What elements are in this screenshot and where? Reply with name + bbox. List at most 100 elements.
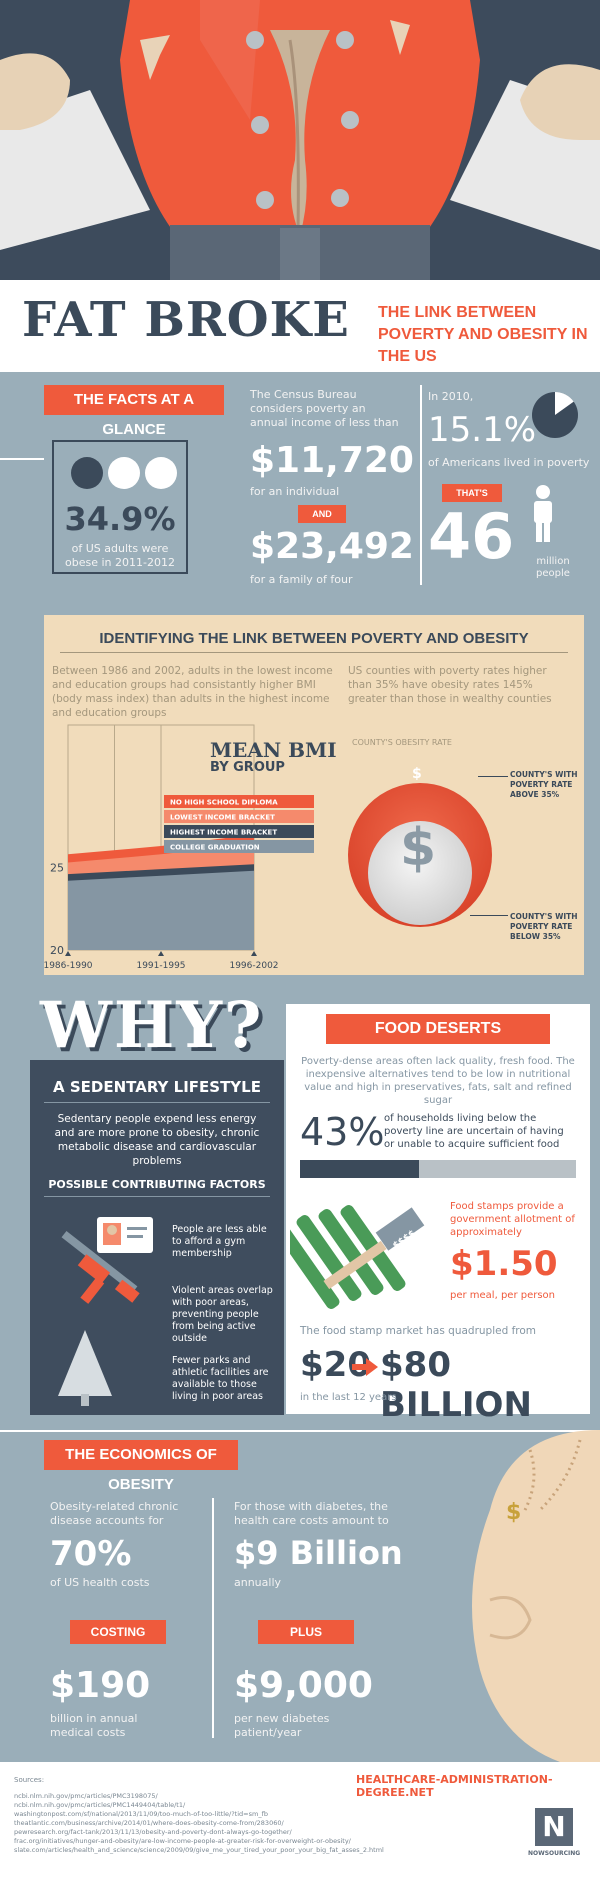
source-link[interactable]: slate.com/articles/health_and_science/sc… [14, 1846, 384, 1854]
divider [420, 385, 422, 585]
divider [212, 1498, 214, 1738]
food-intro: Poverty-dense areas often lack quality, … [301, 1056, 575, 1106]
brand-name: NOWSOURCING [528, 1850, 581, 1857]
source-link[interactable]: washingtonpost.com/sf/national/2013/11/0… [14, 1810, 268, 1818]
obesity-circles-icon [71, 457, 177, 489]
id-card-icon [97, 1217, 153, 1253]
x-tick-marker [158, 951, 164, 956]
legend-label: COLLEGE GRADUATION [170, 844, 260, 852]
dollar-pendant-icon: $ [506, 1500, 522, 1525]
pie-slice-poverty [555, 392, 574, 415]
legend-ribbon [164, 795, 314, 808]
site-link[interactable]: HEALTHCARE-ADMINISTRATION-DEGREE.NET [356, 1773, 553, 1799]
poverty-pie-icon [532, 392, 578, 438]
x-tick-label: 1996-2002 [229, 961, 278, 971]
nowsourcing-logo: N [535, 1808, 573, 1846]
million-number: 46 [428, 500, 515, 573]
sedentary-text: Sedentary people expend less energy and … [54, 1113, 260, 1167]
economics-banner: THE ECONOMICS OF OBESITY [44, 1440, 238, 1493]
costing-text: billion in annual medical costs [50, 1712, 138, 1739]
plus-text: per new diabetes patient/year [234, 1712, 330, 1739]
source-link[interactable]: ncbi.nlm.nih.gov/pmc/articles/PMC3198075… [14, 1792, 158, 1800]
legend-ribbon [164, 840, 314, 853]
and-ribbon: AND [298, 505, 346, 523]
link-title: IDENTIFYING THE LINK BETWEEN POVERTY AND… [99, 630, 529, 647]
pointer-line [478, 776, 508, 777]
chronic-label: of US health costs [50, 1576, 150, 1589]
below-label: COUNTY'S WITH POVERTY RATE BELOW 35% [510, 912, 578, 941]
food-pct-text: of households living below the poverty l… [384, 1113, 564, 1150]
asparagus-icon [290, 1204, 425, 1310]
obesity-stat-box [52, 440, 188, 574]
family-amount: $23,492 [250, 526, 414, 567]
x-tick-label: 1986-1990 [44, 961, 93, 971]
y-tick-label: 20 [50, 944, 64, 957]
year-text: In 2010, [428, 390, 474, 403]
chronic-pct: 70% [50, 1534, 132, 1574]
legend-label: HIGHEST INCOME BRACKET [170, 829, 277, 837]
legend-ribbon [164, 825, 314, 838]
divider [44, 1196, 270, 1197]
sources-label: Sources: [14, 1776, 45, 1784]
dollar-icon: $ [400, 818, 437, 878]
stamps-amount: $1.50 [450, 1244, 558, 1284]
facts-banner: THE FACTS AT A GLANCE [44, 385, 224, 438]
above-label: COUNTY'S WITH POVERTY RATE ABOVE 35% [510, 770, 578, 799]
bmi-chart: 25 20 1986-1990 1991-1995 1996-2002 NO HIGH S… [44, 724, 314, 971]
census-text: The Census Bureau considers poverty an a… [250, 388, 399, 429]
page-subtitle: THE LINK BETWEEN POVERTY AND OBESITY IN … [378, 304, 588, 365]
obese-text: of US adults were obese in 2011-2012 [65, 542, 175, 569]
divider [60, 652, 568, 653]
market-text: The food stamp market has quadrupled fro… [300, 1325, 537, 1337]
divider [0, 1430, 600, 1432]
belly-shirt-illustration [0, 0, 600, 280]
food-pct: 43% [300, 1110, 385, 1154]
arrow-right-icon [352, 1358, 378, 1376]
title-band [0, 280, 600, 372]
rifle-icon [61, 1230, 140, 1304]
series-area [68, 870, 254, 950]
legend-label: LOWEST INCOME BRACKET [170, 814, 275, 822]
chart-title: MEAN BMI [210, 738, 337, 762]
poverty-pct: 15.1% [428, 410, 537, 450]
individual-amount: $11,720 [250, 440, 414, 481]
sources-list: ncbi.nlm.nih.gov/pmc/articles/PMC3198075… [14, 1792, 384, 1855]
tree-icon [58, 1330, 112, 1406]
family-label: for a family of four [250, 573, 353, 586]
diabetes-text: For those with diabetes, the health care… [234, 1500, 389, 1527]
bmi-description: Between 1986 and 2002, adults in the low… [52, 665, 333, 719]
million-label: million people [536, 556, 570, 579]
page-title: FAT BROKE [22, 292, 350, 348]
food-banner: FOOD DESERTS [326, 1014, 550, 1044]
costing-amount: $190 [50, 1665, 151, 1706]
legend-ribbon [164, 810, 314, 823]
food-progress-fill [300, 1160, 419, 1178]
individual-label: for an individual [250, 485, 340, 498]
source-link[interactable]: pewresearch.org/fact-tank/2013/11/13/obe… [14, 1828, 292, 1836]
stamps-text: Food stamps provide a government allotme… [450, 1201, 575, 1238]
x-tick-marker [251, 951, 257, 956]
county-obesity-globe [348, 783, 492, 927]
market-to: $80 BILLION [380, 1345, 532, 1425]
chart-subtitle: BY GROUP [210, 760, 285, 775]
factor-parks: Fewer parks and athletic facilities are … [172, 1355, 269, 1402]
dollar-icon: $ [412, 766, 422, 782]
divider [0, 458, 44, 460]
source-link[interactable]: theatlantic.com/business/archive/2014/01… [14, 1819, 284, 1827]
person-icon [534, 485, 552, 542]
diabetes-label: annually [234, 1576, 282, 1589]
chronic-text: Obesity-related chronic disease accounts… [50, 1500, 179, 1527]
factor-violence: Violent areas overlap with poor areas, p… [172, 1285, 273, 1344]
diabetes-amount: $9 Billion [234, 1534, 403, 1572]
y-tick-label: 25 [50, 862, 64, 875]
legend-label: NO HIGH SCHOOL DIPLOMA [170, 799, 278, 807]
x-tick-marker [65, 951, 71, 956]
sedentary-title: A SEDENTARY LIFESTYLE [53, 1078, 261, 1096]
market-label: in the last 12 years [300, 1392, 397, 1403]
plus-ribbon: PLUS [258, 1620, 354, 1644]
source-link[interactable]: frac.org/initiatives/hunger-and-obesity/… [14, 1837, 351, 1845]
source-link[interactable]: ncbi.nlm.nih.gov/pmc/articles/PMC1449404… [14, 1801, 186, 1809]
factors-title: POSSIBLE CONTRIBUTING FACTORS [48, 1178, 266, 1191]
stamps-label: per meal, per person [450, 1290, 556, 1301]
factor-gym: People are less able to afford a gym mem… [172, 1224, 267, 1259]
